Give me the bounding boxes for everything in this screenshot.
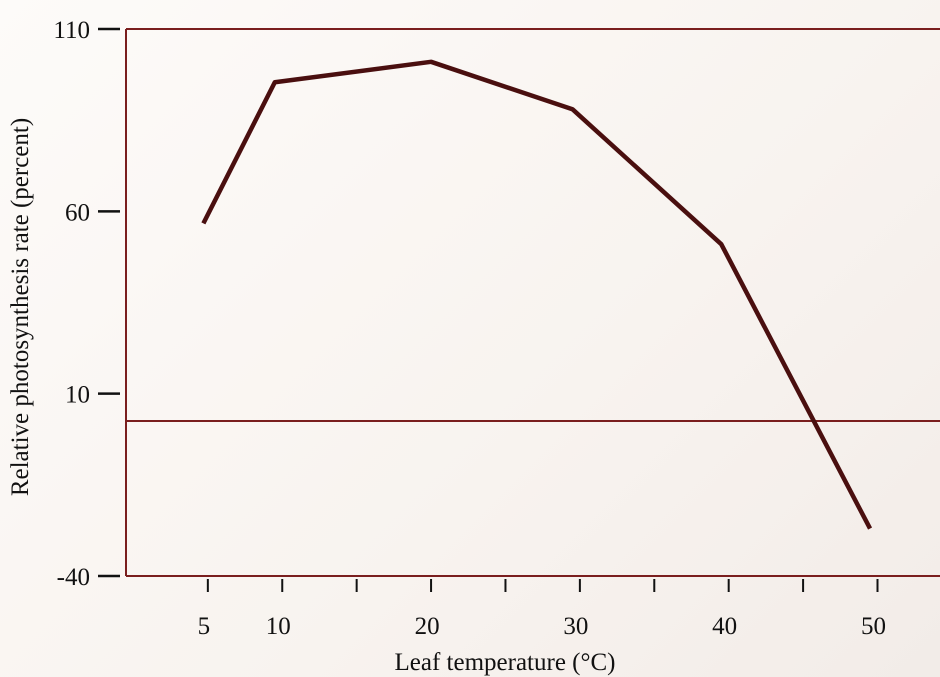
y-tick-label: -40: [57, 564, 90, 591]
x-tick-label: 5: [198, 613, 211, 640]
y-axis-label: Relative photosynthesis rate (percent): [7, 118, 34, 496]
x-tick-label: 30: [563, 613, 588, 640]
x-tick-label: 50: [861, 613, 886, 640]
y-tick-label: 10: [65, 382, 90, 409]
x-tick-label: 20: [415, 613, 440, 640]
x-tick-label: 10: [266, 613, 291, 640]
x-tick-label: 40: [712, 613, 737, 640]
y-tick-label: 60: [65, 199, 90, 226]
data-line: [201, 59, 873, 530]
y-tick-label: 110: [53, 17, 90, 44]
x-axis-label: Leaf temperature (°C): [395, 649, 616, 676]
